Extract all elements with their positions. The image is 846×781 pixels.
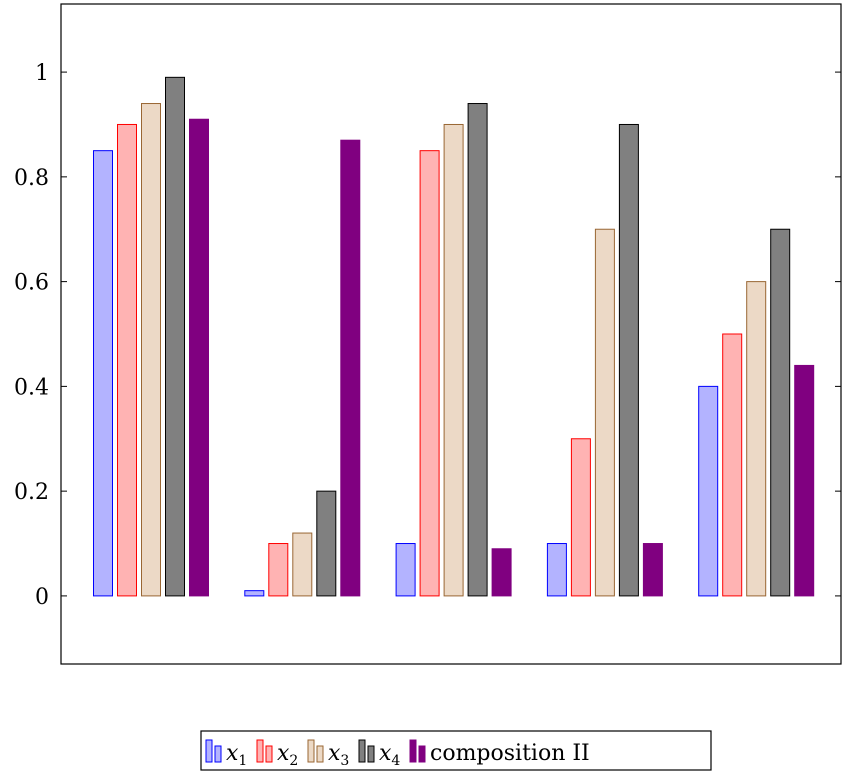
bar-x3 [292, 532, 313, 597]
y-tick-label: 0.6 [14, 271, 49, 296]
legend-swatch [214, 745, 222, 763]
legend: x1 x2 x3 x4 composition II [200, 730, 712, 771]
bar-x2 [117, 123, 137, 597]
bar-x3 [443, 123, 464, 597]
bar-x3 [141, 103, 161, 597]
bar-x1 [546, 543, 567, 597]
bar-x2 [268, 543, 289, 597]
y-tick-label: 0.4 [14, 375, 49, 400]
bar-x1 [698, 385, 719, 597]
bars [93, 76, 815, 597]
bar-composition-ii [189, 118, 209, 597]
legend-label: x3 [328, 741, 349, 769]
bar-x1 [93, 150, 113, 597]
legend-swatch [265, 745, 273, 763]
y-tick-label: 0.2 [14, 480, 49, 505]
bar-x2 [419, 150, 440, 597]
bar-x1 [395, 543, 416, 597]
bar-x3 [594, 228, 615, 597]
bar-x1 [244, 590, 265, 597]
plot-frame [60, 3, 842, 665]
legend-swatch [307, 739, 315, 763]
bar-x2 [570, 438, 591, 597]
legend-label: x1 [226, 741, 247, 769]
bar-x4 [467, 103, 488, 597]
legend-swatch [256, 739, 264, 763]
legend-swatch [316, 745, 324, 763]
bar-x4 [316, 490, 337, 597]
legend-swatch [367, 745, 375, 763]
legend-swatch [358, 739, 366, 763]
y-tick-label: 0.8 [14, 166, 49, 191]
legend-swatch [418, 745, 426, 763]
y-tick-label: 1 [35, 61, 49, 86]
y-tick-label: 0 [35, 585, 49, 610]
bar-composition-ii [340, 139, 361, 597]
legend-box [200, 730, 712, 771]
bar-x4 [770, 228, 791, 597]
bar-x3 [746, 281, 767, 597]
bar-x4 [165, 76, 185, 597]
legend-swatch [205, 739, 213, 763]
legend-label: x2 [277, 741, 298, 769]
bar-composition-ii [491, 548, 512, 597]
legend-label: composition II [430, 741, 590, 766]
bar-x2 [722, 333, 743, 597]
legend-label: x4 [379, 741, 400, 769]
bar-composition-ii [642, 543, 663, 597]
bar-x4 [618, 123, 639, 597]
bar-composition-ii [794, 364, 815, 597]
y-axis: 0 0.2 0.4 0.6 0.8 1 [14, 61, 841, 610]
legend-swatch [409, 739, 417, 763]
